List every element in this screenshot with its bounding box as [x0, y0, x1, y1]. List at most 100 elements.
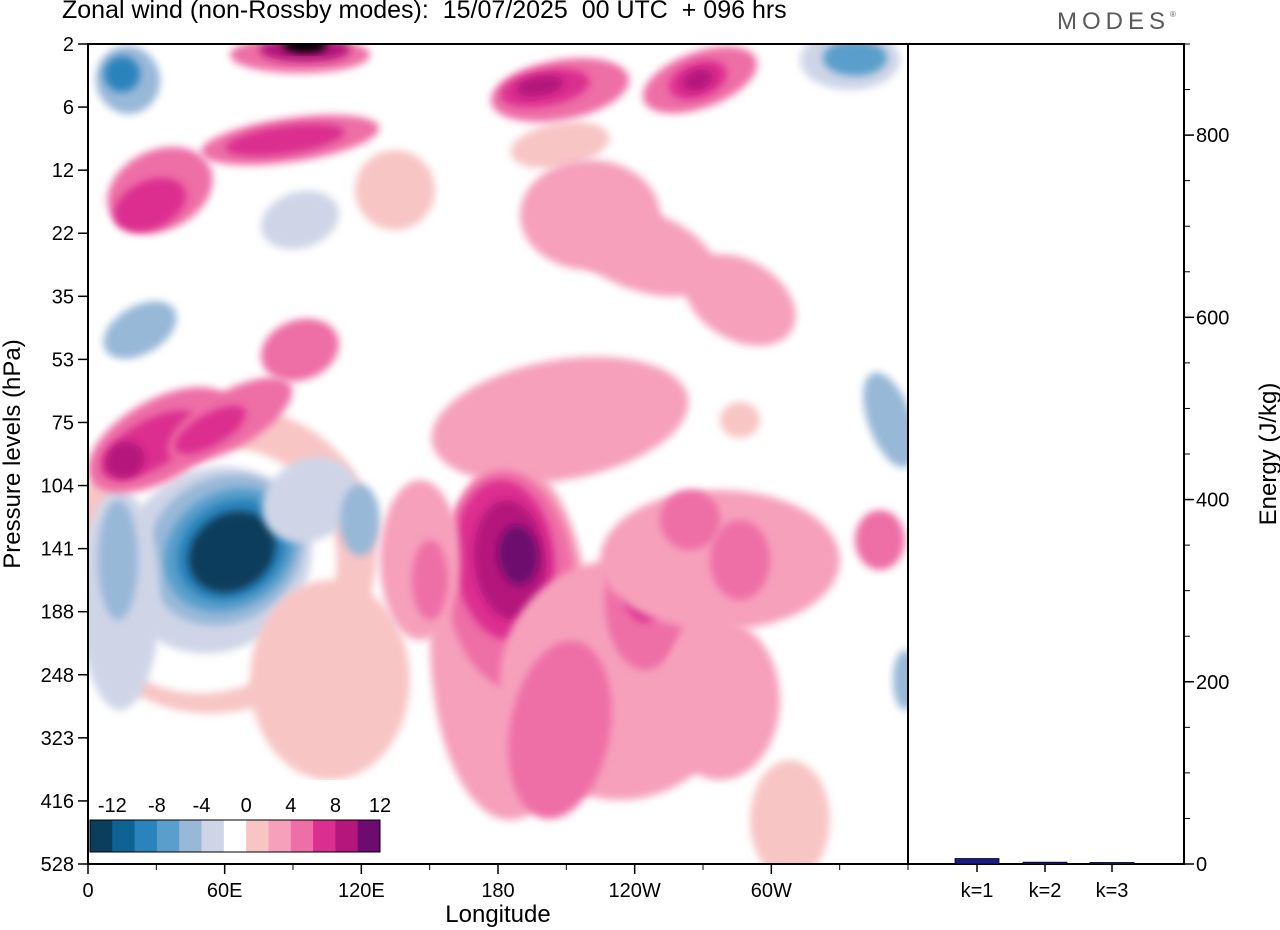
colorbar-label: -12	[98, 795, 127, 817]
contour-fill	[720, 402, 760, 438]
contour-fill	[660, 490, 720, 550]
contour-fill	[563, 203, 717, 297]
y-tick-label: 12	[52, 160, 74, 182]
contour-fill	[262, 457, 358, 543]
energy-category-label: k=1	[961, 880, 994, 902]
longitude-axis: 0 60E 120E 180 120W 60W	[82, 864, 909, 902]
contour-fill	[261, 318, 339, 382]
colorbar-label: 0	[241, 795, 252, 817]
pressure-axis: 2 6 12 22 35 53 75 104 141 188 248 323 416 528	[41, 34, 88, 876]
y-tick-label: 2	[63, 34, 74, 56]
y-tick-label: 75	[52, 412, 74, 434]
colorbar: -12 -8 -4 0 4 8 12	[88, 780, 391, 856]
contour-fill	[431, 356, 689, 484]
wind-contour-fills	[88, 44, 908, 864]
x-tick-label: 60E	[207, 880, 243, 902]
contour-fill	[104, 56, 140, 92]
contour-fill	[412, 540, 448, 620]
y-tick-label: 53	[52, 349, 74, 371]
contour-fill	[340, 484, 380, 556]
logo-text: MODES	[1057, 8, 1171, 35]
energy-tick-label: 600	[1196, 307, 1229, 329]
contour-fill	[260, 190, 340, 250]
y-tick-label: 416	[41, 791, 74, 813]
contour-fill	[114, 177, 186, 233]
colorbar-label: 12	[369, 795, 391, 817]
x-tick-label: 0	[82, 880, 93, 902]
y-tick-label: 528	[41, 854, 74, 876]
contour-fill	[250, 580, 410, 780]
colorbar-swatch	[313, 820, 336, 852]
contour-fill	[225, 123, 345, 157]
energy-category-label: k=2	[1029, 880, 1062, 902]
energy-tick-label: 800	[1196, 125, 1229, 147]
y-tick-label: 22	[52, 223, 74, 245]
contour-fill	[823, 44, 887, 76]
contour-fill	[497, 525, 539, 585]
y-tick-label: 35	[52, 286, 74, 308]
contour-fill	[174, 405, 246, 455]
contour-fill	[283, 44, 327, 53]
contour-fill	[870, 560, 908, 740]
contour-fill	[103, 301, 177, 359]
contour-fill	[508, 640, 612, 820]
contour-fill	[863, 372, 908, 468]
colorbar-swatch	[357, 820, 381, 852]
x-tick-label: 120E	[338, 880, 385, 902]
contour-fill	[105, 441, 145, 479]
y-axis-label: Pressure levels (hPa)	[0, 339, 26, 568]
y-tick-label: 188	[41, 602, 74, 624]
colorbar-label: -4	[193, 795, 211, 817]
x-tick-label: 180	[481, 880, 514, 902]
colorbar-swatch	[246, 820, 269, 852]
y-tick-label: 104	[41, 476, 74, 498]
contour-fill	[355, 150, 435, 230]
contour-fill	[660, 620, 780, 780]
colorbar-swatch	[179, 820, 203, 852]
contour-fill	[855, 510, 905, 570]
x-axis-label: Longitude	[445, 901, 550, 928]
colorbar-label: 8	[330, 795, 341, 817]
contour-fill	[750, 760, 830, 864]
colorbar-label: -8	[148, 795, 166, 817]
x-tick-label: 60W	[751, 880, 792, 902]
colorbar-swatch	[268, 820, 292, 852]
y-tick-label: 248	[41, 665, 74, 687]
y-tick-label: 6	[63, 97, 74, 119]
colorbar-swatch	[134, 820, 158, 852]
zonal-wind-heatmap	[88, 44, 908, 864]
energy-panel-frame	[907, 43, 1185, 865]
energy-axis-label: Energy (J/kg)	[1255, 383, 1280, 526]
contour-fill	[893, 650, 908, 710]
energy-tick-label: 200	[1196, 672, 1229, 694]
energy-axis: 0 200 400 600 800	[1184, 43, 1229, 876]
colorbar-swatch	[223, 820, 247, 852]
contour-fill	[98, 500, 138, 620]
contour-fill	[510, 121, 610, 169]
contour-fill	[516, 75, 564, 97]
colorbar-swatch	[112, 820, 136, 852]
y-tick-label: 141	[41, 539, 74, 561]
colorbar-frame	[89, 819, 381, 853]
energy-tick-label: 0	[1196, 854, 1207, 876]
contour-fill	[188, 511, 276, 593]
chart-title: Zonal wind (non-Rossby modes): 15/07/202…	[62, 0, 787, 24]
y-tick-label: 323	[41, 728, 74, 750]
x-tick-label: 120W	[609, 880, 661, 902]
contour-fill	[710, 520, 770, 600]
colorbar-swatch	[90, 820, 113, 852]
energy-tick-label: 400	[1196, 490, 1229, 512]
modes-logo: MODES®	[1057, 8, 1176, 36]
energy-bar-k2	[1022, 861, 1068, 865]
energy-bars: k=1 k=2 k=3	[954, 858, 1135, 902]
colorbar-swatch	[335, 820, 359, 852]
energy-category-label: k=3	[1096, 880, 1129, 902]
colorbar-swatch	[201, 820, 225, 852]
registered-mark: ®	[1170, 10, 1176, 19]
energy-bar-k1	[954, 858, 1000, 865]
contour-fill	[682, 69, 714, 91]
colorbar-swatch	[290, 820, 314, 852]
contour-fill	[684, 254, 796, 346]
colorbar-swatch	[156, 820, 180, 852]
